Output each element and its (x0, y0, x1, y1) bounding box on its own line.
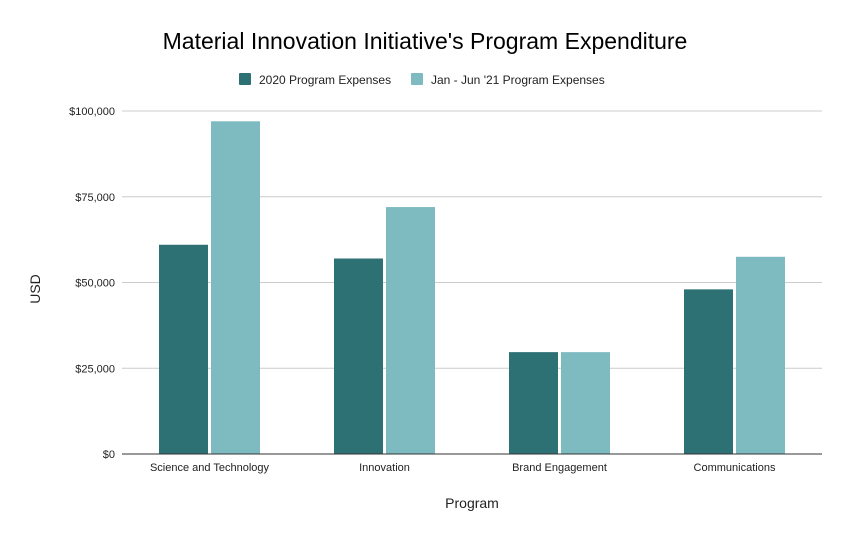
bar-2020-communications (684, 289, 733, 454)
chart-title: Material Innovation Initiative's Program… (163, 28, 688, 54)
legend-swatch-2021 (411, 73, 423, 85)
x-axis-ticks: Science and Technology Innovation Brand En… (150, 462, 776, 474)
bars (159, 121, 785, 454)
bar-jan-jun-21-science-and-technology (211, 121, 260, 454)
legend: 2020 Program Expenses Jan - Jun '21 Prog… (239, 73, 605, 87)
y-tick-label: $25,000 (75, 363, 115, 375)
x-tick-label: Innovation (359, 462, 410, 474)
x-tick-label: Communications (694, 462, 776, 474)
y-tick-label: $50,000 (75, 278, 115, 290)
x-axis-title: Program (445, 495, 499, 511)
bar-2020-brand-engagement (509, 352, 558, 454)
bar-jan-jun-21-communications (736, 256, 785, 454)
bar-2020-science-and-technology (159, 244, 208, 454)
legend-swatch-2020 (239, 73, 251, 85)
y-tick-label: $100,000 (69, 106, 115, 118)
y-tick-label: $75,000 (75, 192, 115, 204)
legend-label-2021: Jan - Jun '21 Program Expenses (431, 73, 605, 87)
legend-label-2020: 2020 Program Expenses (259, 73, 391, 87)
bar-jan-jun-21-brand-engagement (561, 352, 610, 454)
x-tick-label: Brand Engagement (512, 462, 607, 474)
y-axis-title: USD (27, 274, 43, 304)
bar-jan-jun-21-innovation (386, 207, 435, 454)
x-tick-label: Science and Technology (150, 462, 270, 474)
y-axis-ticks: $0 $25,000 $50,000 $75,000 $100,000 (69, 106, 115, 461)
y-tick-label: $0 (103, 449, 115, 461)
bar-2020-innovation (334, 258, 383, 454)
